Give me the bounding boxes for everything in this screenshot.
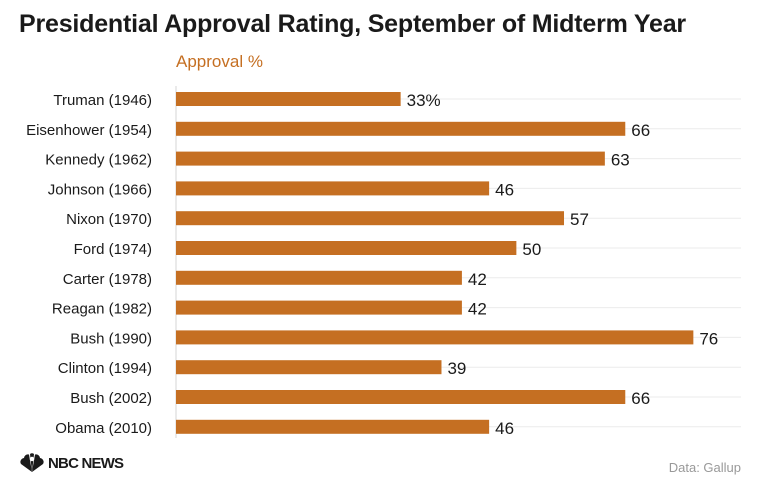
bar xyxy=(176,270,462,285)
category-label: Bush (1990) xyxy=(70,330,152,347)
peacock-icon xyxy=(20,453,44,472)
value-label: 46 xyxy=(495,180,514,199)
value-label: 46 xyxy=(495,419,514,438)
value-label: 76 xyxy=(699,329,718,348)
bar xyxy=(176,151,605,166)
value-label: 33% xyxy=(407,91,441,110)
bar xyxy=(176,300,462,315)
value-label: 63 xyxy=(611,151,630,170)
category-label: Ford (1974) xyxy=(74,241,152,258)
category-label: Kennedy (1962) xyxy=(45,152,152,169)
chart-title: Presidential Approval Rating, September … xyxy=(19,10,686,38)
value-label: 57 xyxy=(570,210,589,229)
value-label: 50 xyxy=(522,240,541,259)
bar xyxy=(176,211,565,226)
category-label: Clinton (1994) xyxy=(58,360,152,377)
category-label: Carter (1978) xyxy=(63,271,152,288)
bar xyxy=(176,330,694,345)
value-label: 42 xyxy=(468,270,487,289)
category-label: Bush (2002) xyxy=(70,390,152,407)
category-label: Eisenhower (1954) xyxy=(26,122,152,139)
bar xyxy=(176,360,442,375)
bar xyxy=(176,241,517,255)
category-label: Obama (2010) xyxy=(55,420,152,437)
category-label: Nixon (1970) xyxy=(66,211,152,228)
series-label: Approval % xyxy=(176,52,263,71)
bar xyxy=(176,390,626,404)
category-label: Johnson (1966) xyxy=(48,181,152,198)
category-label: Reagan (1982) xyxy=(52,301,152,318)
bar xyxy=(176,92,401,106)
value-label: 66 xyxy=(631,121,650,140)
category-label: Truman (1946) xyxy=(53,92,152,109)
nbc-news-logo: NBC NEWS xyxy=(19,453,124,473)
value-label: 42 xyxy=(468,300,487,319)
source-note: Data: Gallup xyxy=(668,460,741,475)
bar xyxy=(176,419,490,434)
value-label: 66 xyxy=(631,389,650,408)
value-label: 39 xyxy=(447,359,466,378)
brand-name: NBC NEWS xyxy=(48,454,124,472)
bar xyxy=(176,121,626,136)
bar xyxy=(176,181,490,196)
